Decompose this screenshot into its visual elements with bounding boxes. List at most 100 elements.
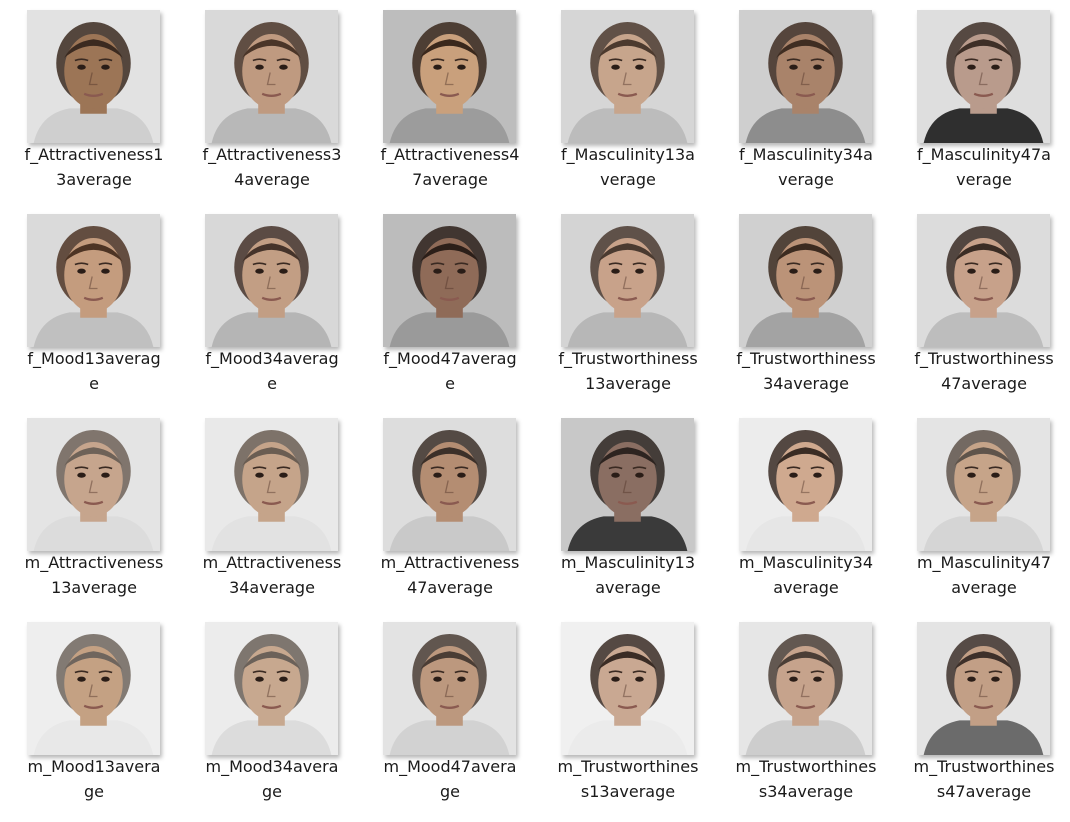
- file-name-label: f_Trustworthiness 47average: [900, 346, 1068, 396]
- face-thumbnail-icon[interactable]: [561, 622, 694, 755]
- face-thumbnail-icon[interactable]: [739, 418, 872, 551]
- file-item-7[interactable]: f_Mood13averag e: [10, 204, 188, 408]
- face-thumbnail-icon[interactable]: [27, 418, 160, 551]
- file-item-5[interactable]: f_Masculinity34a verage: [722, 0, 900, 204]
- file-item-24[interactable]: m_Trustworthines s47average: [900, 612, 1070, 816]
- face-thumbnail-icon[interactable]: [383, 622, 516, 755]
- face-thumbnail-icon: [917, 214, 1050, 347]
- face-thumbnail-icon[interactable]: [205, 214, 338, 347]
- file-item-10[interactable]: f_Trustworthiness 13average: [544, 204, 722, 408]
- file-name-line-2: average: [773, 578, 839, 597]
- face-thumbnail-icon[interactable]: [383, 10, 516, 143]
- file-name-label: m_Attractiveness 34average: [188, 550, 356, 600]
- file-name-label: f_Mood13averag e: [10, 346, 178, 396]
- file-name-line-1: f_Mood34averag: [205, 349, 339, 368]
- face-thumbnail-icon: [27, 622, 160, 755]
- face-thumbnail-icon[interactable]: [205, 418, 338, 551]
- file-item-6[interactable]: f_Masculinity47a verage: [900, 0, 1070, 204]
- file-name-line-2: ge: [84, 782, 104, 801]
- file-name-line-2: verage: [600, 170, 656, 189]
- face-thumbnail-icon[interactable]: [917, 418, 1050, 551]
- face-thumbnail-icon[interactable]: [27, 10, 160, 143]
- face-thumbnail-icon: [205, 214, 338, 347]
- file-item-2[interactable]: f_Attractiveness3 4average: [188, 0, 366, 204]
- face-thumbnail-icon: [561, 10, 694, 143]
- file-item-17[interactable]: m_Masculinity34 average: [722, 408, 900, 612]
- file-name-line-1: m_Masculinity13: [560, 553, 696, 572]
- file-name-line-1: f_Mood13averag: [27, 349, 161, 368]
- file-item-14[interactable]: m_Attractiveness 34average: [188, 408, 366, 612]
- file-name-label: m_Trustworthines s13average: [544, 754, 712, 804]
- file-name-line-2: average: [595, 578, 661, 597]
- file-item-15[interactable]: m_Attractiveness 47average: [366, 408, 544, 612]
- file-name-line-2: e: [445, 374, 455, 393]
- face-thumbnail-icon: [917, 418, 1050, 551]
- face-thumbnail-icon[interactable]: [205, 622, 338, 755]
- file-name-line-1: f_Attractiveness4: [380, 145, 520, 164]
- file-item-4[interactable]: f_Masculinity13a verage: [544, 0, 722, 204]
- face-thumbnail-icon: [739, 418, 872, 551]
- face-thumbnail-icon[interactable]: [383, 418, 516, 551]
- file-name-line-2: 34average: [229, 578, 315, 597]
- file-name-line-1: f_Masculinity34a: [739, 145, 873, 164]
- face-thumbnail-icon[interactable]: [383, 214, 516, 347]
- file-name-line-1: m_Trustworthines: [913, 757, 1055, 776]
- face-thumbnail-icon[interactable]: [27, 622, 160, 755]
- file-item-12[interactable]: f_Trustworthiness 47average: [900, 204, 1070, 408]
- file-name-label: f_Trustworthiness 13average: [544, 346, 712, 396]
- file-item-20[interactable]: m_Mood34avera ge: [188, 612, 366, 816]
- file-name-line-2: 3average: [56, 170, 132, 189]
- file-name-line-2: verage: [778, 170, 834, 189]
- face-thumbnail-icon[interactable]: [917, 214, 1050, 347]
- file-name-label: f_Masculinity34a verage: [722, 142, 890, 192]
- file-name-label: m_Trustworthines s47average: [900, 754, 1068, 804]
- file-name-line-1: m_Mood47avera: [383, 757, 517, 776]
- file-item-11[interactable]: f_Trustworthiness 34average: [722, 204, 900, 408]
- face-thumbnail-icon[interactable]: [561, 418, 694, 551]
- file-name-label: m_Trustworthines s34average: [722, 754, 890, 804]
- file-name-line-1: m_Trustworthines: [557, 757, 699, 776]
- file-name-line-2: s13average: [580, 782, 676, 801]
- file-name-line-2: e: [89, 374, 99, 393]
- file-item-23[interactable]: m_Trustworthines s34average: [722, 612, 900, 816]
- face-thumbnail-icon[interactable]: [917, 622, 1050, 755]
- file-item-3[interactable]: f_Attractiveness4 7average: [366, 0, 544, 204]
- file-item-18[interactable]: m_Masculinity47 average: [900, 408, 1070, 612]
- file-name-line-2: 7average: [412, 170, 488, 189]
- face-thumbnail-icon[interactable]: [561, 214, 694, 347]
- face-thumbnail-icon[interactable]: [739, 214, 872, 347]
- face-thumbnail-icon[interactable]: [205, 10, 338, 143]
- file-name-line-2: e: [267, 374, 277, 393]
- file-name-label: f_Masculinity13a verage: [544, 142, 712, 192]
- file-name-line-1: f_Masculinity47a: [917, 145, 1051, 164]
- file-name-label: m_Masculinity34 average: [722, 550, 890, 600]
- file-item-8[interactable]: f_Mood34averag e: [188, 204, 366, 408]
- face-thumbnail-icon: [383, 214, 516, 347]
- face-thumbnail-icon: [739, 622, 872, 755]
- file-name-line-1: f_Attractiveness1: [24, 145, 164, 164]
- file-item-1[interactable]: f_Attractiveness1 3average: [10, 0, 188, 204]
- face-thumbnail-icon: [383, 622, 516, 755]
- face-thumbnail-icon: [561, 418, 694, 551]
- face-thumbnail-icon: [739, 10, 872, 143]
- face-thumbnail-icon[interactable]: [27, 214, 160, 347]
- file-name-label: m_Mood34avera ge: [188, 754, 356, 804]
- file-name-label: f_Trustworthiness 34average: [722, 346, 890, 396]
- face-thumbnail-icon: [205, 622, 338, 755]
- file-item-9[interactable]: f_Mood47averag e: [366, 204, 544, 408]
- face-thumbnail-icon[interactable]: [917, 10, 1050, 143]
- file-name-line-2: 47average: [941, 374, 1027, 393]
- file-item-13[interactable]: m_Attractiveness 13average: [10, 408, 188, 612]
- file-name-line-2: s47average: [936, 782, 1032, 801]
- file-name-label: m_Masculinity47 average: [900, 550, 1068, 600]
- file-name-label: m_Mood13avera ge: [10, 754, 178, 804]
- file-item-21[interactable]: m_Mood47avera ge: [366, 612, 544, 816]
- face-thumbnail-icon[interactable]: [561, 10, 694, 143]
- file-item-16[interactable]: m_Masculinity13 average: [544, 408, 722, 612]
- file-name-line-1: f_Trustworthiness: [914, 349, 1054, 368]
- file-item-22[interactable]: m_Trustworthines s13average: [544, 612, 722, 816]
- file-item-19[interactable]: m_Mood13avera ge: [10, 612, 188, 816]
- face-thumbnail-icon[interactable]: [739, 10, 872, 143]
- face-thumbnail-icon[interactable]: [739, 622, 872, 755]
- face-thumbnail-icon: [27, 10, 160, 143]
